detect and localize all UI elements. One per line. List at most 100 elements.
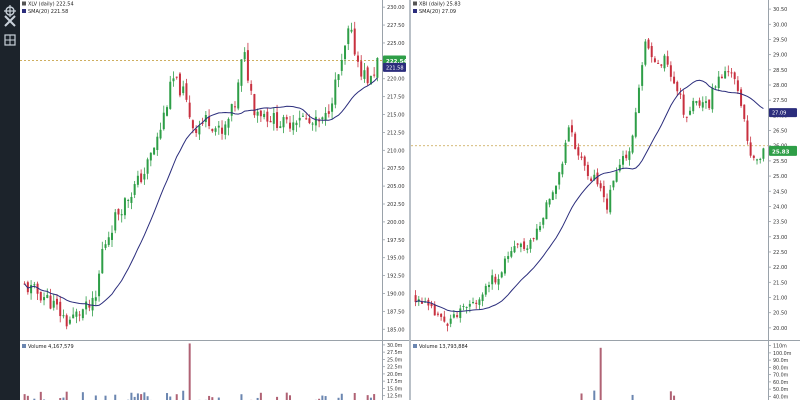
y-tick-label: 205.00 (387, 184, 405, 190)
y-tick-label: 28.50 (773, 68, 787, 74)
candle-body (114, 212, 117, 231)
candle-body (650, 45, 653, 58)
candle-body (136, 175, 139, 185)
candle-body (68, 319, 71, 324)
candle-body (430, 302, 433, 307)
candle-body (692, 100, 695, 112)
candle-body (230, 104, 233, 116)
candle-body (175, 76, 178, 78)
candle-body (156, 136, 159, 150)
candle-body (446, 323, 449, 326)
candle (117, 208, 120, 221)
candle-body (507, 256, 510, 259)
volume-bar (169, 396, 172, 400)
y-tick-label: 21.00 (773, 296, 787, 302)
volume-legend-label: Volume 13,793,884 (419, 344, 468, 350)
candle (263, 110, 266, 120)
candle (353, 21, 356, 56)
candle-body (452, 314, 455, 318)
candle (269, 116, 272, 123)
candle (282, 114, 285, 134)
candle (350, 22, 353, 34)
candle (692, 97, 695, 115)
candle-body (221, 127, 224, 134)
candle (420, 297, 423, 304)
candle-body (331, 103, 334, 112)
candle-body (653, 58, 656, 62)
candle-body (356, 55, 359, 62)
candle-body (596, 172, 599, 185)
candle (539, 221, 542, 232)
layout-grid-icon[interactable] (3, 33, 17, 47)
candle-body (491, 275, 494, 285)
tools-icon[interactable] (3, 14, 17, 28)
sma-badge-bg (383, 62, 406, 72)
chart-background (411, 0, 800, 400)
candle-body (443, 316, 446, 322)
candle (253, 93, 256, 118)
candle (561, 161, 564, 178)
chart-panel-left[interactable]: 230.00227.50225.00222.50220.00217.50215.… (20, 0, 409, 400)
candle-body (166, 107, 169, 116)
candle-body (72, 314, 75, 319)
candle-body (746, 120, 749, 141)
candle-body (529, 239, 532, 249)
candle-body (637, 87, 640, 113)
candle-body (149, 152, 152, 161)
volume-bar (259, 392, 262, 400)
volume-bars (580, 347, 676, 400)
candle-body (263, 113, 266, 118)
candle-body (663, 55, 666, 69)
candle (146, 157, 149, 180)
volume-bar (353, 392, 356, 400)
y-tick-label: 30.00 (773, 22, 787, 28)
candle (564, 139, 567, 166)
candle-body (65, 315, 68, 327)
candle (366, 65, 369, 87)
candle (609, 185, 612, 215)
candle-body (91, 297, 94, 311)
candle-body (146, 159, 149, 174)
candle (101, 241, 104, 274)
candle (472, 297, 475, 305)
candle-body (376, 57, 379, 78)
candle-body (52, 300, 55, 308)
candle (240, 59, 243, 92)
candle-body (625, 154, 628, 159)
candle (30, 280, 33, 300)
candle (298, 110, 301, 128)
candle (81, 308, 84, 321)
crosshair-icon[interactable] (3, 4, 17, 18)
volume-bar (673, 395, 676, 400)
candle-body (237, 82, 240, 109)
candle-body (513, 246, 516, 253)
candle-body (327, 111, 330, 114)
candle (221, 120, 224, 140)
y-tick-label: 200.00 (387, 220, 405, 226)
candle-body (615, 171, 618, 182)
volume-bar (324, 396, 327, 400)
volume-bar (240, 394, 243, 400)
candle (233, 101, 236, 112)
candle-body (224, 124, 227, 135)
sma-badge-label: 221.58 (386, 65, 404, 71)
candle (120, 209, 123, 223)
candle-body (55, 298, 58, 305)
candle (136, 170, 139, 188)
candle (36, 281, 39, 301)
candle-body (679, 93, 682, 95)
candle-body (577, 147, 580, 156)
candle (631, 134, 634, 155)
candle (491, 269, 494, 290)
candle (545, 200, 548, 220)
candle-body (602, 185, 605, 198)
candle-body (117, 208, 120, 215)
candle (98, 270, 101, 302)
candle (363, 62, 366, 83)
chart-panel-right[interactable]: 30.5030.0029.5029.0028.5028.0027.5027.00… (411, 0, 800, 400)
y-tick-label: 25.50 (773, 159, 787, 165)
candle (532, 237, 535, 242)
candle-body (567, 127, 570, 142)
